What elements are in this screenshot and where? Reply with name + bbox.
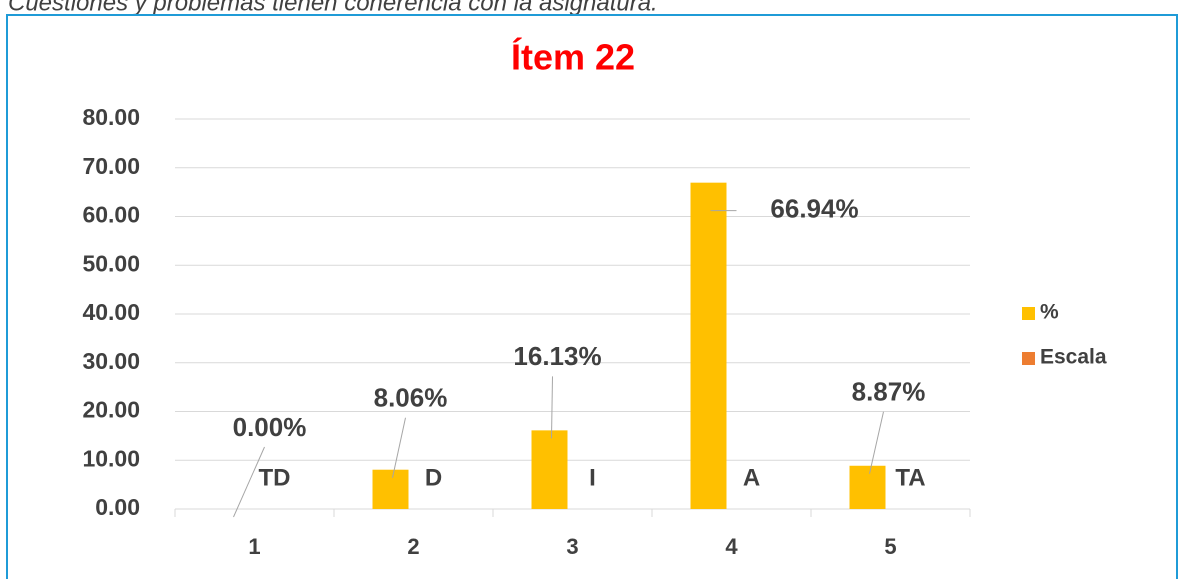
chart-title: Ítem 22: [511, 37, 635, 78]
y-tick-label: 0.00: [95, 494, 140, 520]
bar: [690, 182, 727, 510]
leader-line: [233, 446, 265, 518]
data-label: TA: [895, 464, 925, 491]
legend-swatch: [1022, 352, 1035, 365]
caption: Cuestiones y problemas tienen coherencia…: [8, 0, 658, 16]
data-label: 0.00%: [233, 412, 307, 442]
legend-label: Escala: [1040, 346, 1107, 369]
x-tick-label: 1: [248, 534, 260, 559]
y-tick-label: 80.00: [82, 104, 140, 130]
data-label: 8.87%: [852, 377, 926, 407]
bar: [372, 469, 409, 509]
leader-line: [392, 417, 406, 478]
bar: [849, 465, 886, 509]
data-label: I: [589, 464, 596, 491]
data-label: D: [425, 464, 442, 491]
y-tick-label: 40.00: [82, 299, 140, 325]
y-tick-label: 70.00: [82, 153, 140, 179]
y-tick-label: 50.00: [82, 250, 140, 276]
y-tick-label: 30.00: [82, 348, 140, 374]
leader-line: [551, 376, 553, 439]
y-tick-label: 60.00: [82, 202, 140, 228]
data-label: 16.13%: [513, 341, 601, 371]
legend-swatch: [1022, 307, 1035, 320]
x-tick-label: 2: [407, 534, 419, 559]
x-tick-label: 5: [884, 534, 896, 559]
chart-border: [6, 14, 1178, 584]
legend-label: %: [1040, 301, 1059, 324]
y-tick-label: 20.00: [82, 397, 140, 423]
x-tick-label: 3: [566, 534, 578, 559]
data-label: A: [743, 464, 760, 491]
leader-line: [869, 411, 884, 474]
y-tick-label: 10.00: [82, 445, 140, 471]
data-label: 8.06%: [374, 383, 448, 413]
x-tick-label: 4: [725, 534, 738, 559]
data-label: 66.94%: [770, 194, 858, 224]
data-label: TD: [259, 464, 291, 491]
bar: [531, 430, 568, 509]
